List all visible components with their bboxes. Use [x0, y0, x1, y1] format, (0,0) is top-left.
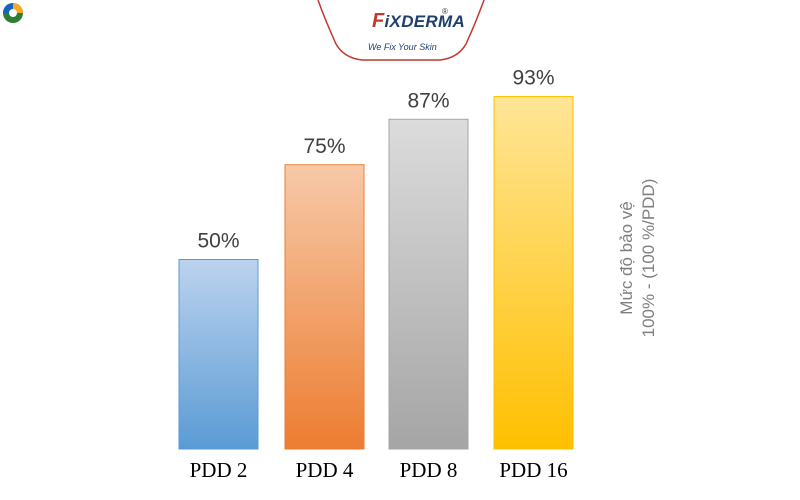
data-label: 93%	[512, 67, 554, 90]
y-axis-label: Mức độ bảo vệ 100% - (100 %/PDD)	[617, 179, 658, 338]
y-axis-title: Mức độ bảo vệ 100% - (100 %/PDD)	[617, 179, 658, 338]
bar-pdd-16	[493, 96, 574, 450]
bar-pdd-8	[388, 118, 469, 450]
fixderma-logo-icon	[3, 3, 23, 23]
registered-mark: ®	[442, 7, 448, 16]
logo-tab-outline	[317, 0, 485, 61]
bar-pdd-4	[284, 164, 365, 450]
data-label: 50%	[197, 230, 239, 253]
brand-tagline: We Fix Your Skin	[368, 42, 437, 52]
category-label: PDD 8	[400, 458, 458, 482]
logo-header: FiXDERMA ® We Fix Your Skin	[0, 0, 800, 70]
y-axis-title-line: 100% - (100 %/PDD)	[639, 179, 658, 338]
bar-pdd-2	[178, 259, 259, 450]
category-label: PDD 16	[499, 458, 567, 482]
bars-group: 50% PDD 2 75% PDD 4 87% PDD 8 93% PDD 16	[178, 67, 574, 482]
data-label: 87%	[407, 89, 449, 112]
category-label: PDD 4	[296, 458, 354, 482]
data-label: 75%	[303, 135, 345, 158]
category-label: PDD 2	[190, 458, 248, 482]
brand-name: FiXDERMA	[372, 10, 466, 32]
y-axis-title-line: Mức độ bảo vệ	[617, 201, 636, 314]
